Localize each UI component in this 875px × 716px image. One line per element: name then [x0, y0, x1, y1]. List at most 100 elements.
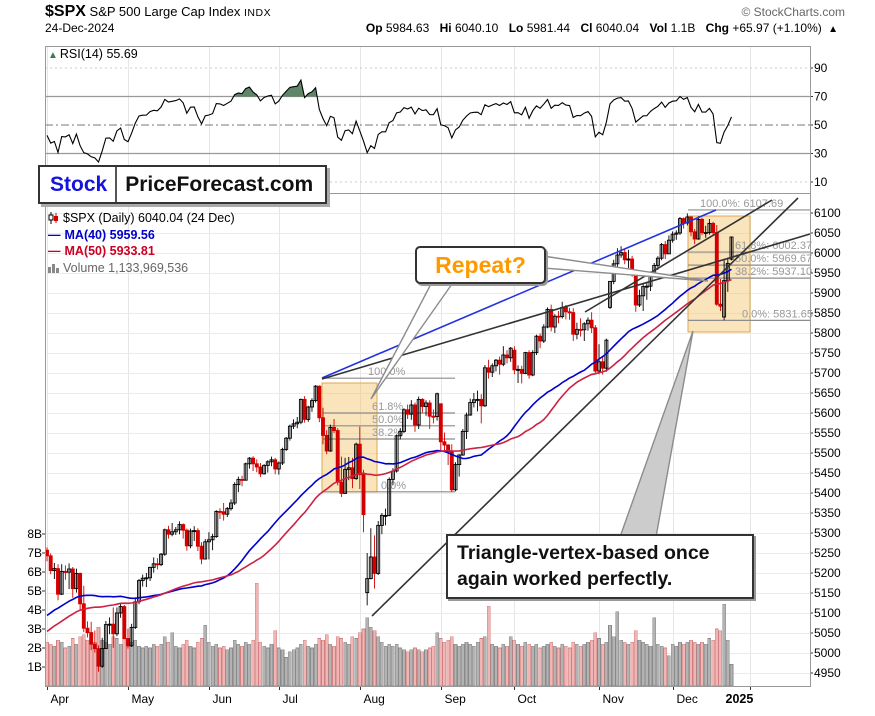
close-label: Cl — [580, 21, 593, 35]
legend-volume-text: Volume 1,133,969,536 — [63, 260, 189, 275]
svg-text:50.0%: 50.0% — [372, 414, 403, 426]
legend-ma50-text: MA(50) 5933.81 — [64, 244, 155, 258]
legend-ma40-text: MA(40) 5959.56 — [64, 227, 155, 242]
svg-text:5200: 5200 — [814, 566, 841, 580]
svg-text:61.8%: 61.8% — [372, 401, 403, 413]
ma40-line-swatch: — — [48, 227, 61, 242]
svg-text:70: 70 — [814, 90, 828, 104]
svg-text:Aug: Aug — [364, 692, 385, 706]
price-legend: $SPX (Daily) 6040.04 (24 Dec) — MA(40) 5… — [48, 210, 235, 276]
svg-text:5450: 5450 — [814, 466, 841, 480]
close-value: 6040.04 — [595, 21, 640, 35]
callout-pointers — [370, 255, 709, 538]
axis-labels: 6100 6050 6000 5950 5900 5850 5800 5750 5700 5650… — [27, 61, 841, 680]
legend-ma40-row: — MA(40) 5959.56 — [48, 227, 235, 244]
ohlc-quote-strip: Op 5984.63 Hi 6040.10 Lo 5981.44 Cl 6040… — [359, 21, 838, 35]
rsi-line — [46, 78, 733, 164]
rsi-area-icon: ▲ — [48, 50, 58, 61]
svg-text:4B: 4B — [27, 603, 42, 617]
logo-part-priceforecast: PriceForecast.com — [125, 173, 314, 196]
svg-text:8B: 8B — [27, 527, 42, 541]
svg-text:1B: 1B — [27, 660, 42, 674]
chart-title: $SPX S&P 500 Large Cap Index INDX — [45, 3, 271, 21]
stockpriceforecast-logo: Stock PriceForecast.com — [38, 165, 328, 204]
svg-text:Dec: Dec — [677, 692, 698, 706]
svg-text:5950: 5950 — [814, 266, 841, 280]
svg-text:Oct: Oct — [518, 692, 537, 706]
svg-text:5250: 5250 — [814, 546, 841, 560]
low-label: Lo — [508, 21, 524, 35]
svg-text:50.0%: 5969.67: 50.0%: 5969.67 — [735, 253, 812, 265]
open-label: Op — [365, 21, 383, 35]
volume-label: Vol — [649, 21, 668, 35]
svg-text:10: 10 — [814, 175, 828, 189]
triangle-vertex-annotation: Triangle-vertex-based once again worked … — [446, 534, 754, 599]
svg-text:5400: 5400 — [814, 486, 841, 500]
svg-text:6B: 6B — [27, 565, 42, 579]
exchange-label: INDX — [244, 7, 272, 19]
svg-text:Sep: Sep — [445, 692, 467, 706]
svg-text:Jun: Jun — [213, 692, 232, 706]
svg-text:5100: 5100 — [814, 606, 841, 620]
ma50-line — [46, 278, 732, 633]
svg-text:5650: 5650 — [814, 386, 841, 400]
svg-text:7B: 7B — [27, 546, 42, 560]
fib-retracements: 100.0%61.8%50.0%38.2%0.0%100.0%: 6107.69… — [323, 198, 813, 493]
volume-value: 1.1B — [670, 21, 696, 35]
volume-bars-icon — [48, 263, 59, 273]
triangle-annotation-line2: again worked perfectly. — [457, 568, 673, 591]
up-arrow-icon: ▲ — [828, 24, 838, 35]
repeat-annotation: Repeat? — [415, 246, 546, 284]
svg-text:5750: 5750 — [814, 346, 841, 360]
index-name: S&P 500 Large Cap Index — [89, 4, 241, 19]
svg-text:Nov: Nov — [603, 692, 624, 706]
svg-text:2025: 2025 — [726, 692, 754, 706]
svg-text:5850: 5850 — [814, 306, 841, 320]
svg-text:5600: 5600 — [814, 406, 841, 420]
svg-text:38.2%: 5937.10: 38.2%: 5937.10 — [735, 266, 812, 278]
svg-text:100.0%: 6107.69: 100.0%: 6107.69 — [700, 198, 783, 210]
svg-text:5800: 5800 — [814, 326, 841, 340]
svg-text:5700: 5700 — [814, 366, 841, 380]
candles — [45, 213, 734, 672]
svg-text:5900: 5900 — [814, 286, 841, 300]
logo-part-stock: Stock — [40, 167, 118, 202]
high-label: Hi — [439, 21, 452, 35]
panel-borders — [45, 46, 811, 687]
svg-text:30: 30 — [814, 147, 828, 161]
rsi-legend-text: RSI(14) 55.69 — [59, 47, 138, 61]
candlestick-icon — [48, 212, 58, 225]
quote-date: 24-Dec-2024 — [45, 21, 115, 35]
svg-text:5500: 5500 — [814, 446, 841, 460]
trendlines — [321, 197, 811, 617]
change-label: Chg — [705, 21, 729, 35]
high-value: 6040.10 — [454, 21, 499, 35]
open-value: 5984.63 — [385, 21, 430, 35]
svg-text:2B: 2B — [27, 641, 42, 655]
svg-text:50: 50 — [814, 118, 828, 132]
rsi-overbought-fill — [233, 80, 318, 97]
svg-text:Jul: Jul — [283, 692, 298, 706]
copyright-notice: © StockCharts.com — [741, 5, 845, 19]
svg-text:90: 90 — [814, 61, 828, 75]
svg-text:61.8%: 6002.37: 61.8%: 6002.37 — [735, 240, 812, 252]
svg-text:6100: 6100 — [814, 206, 841, 220]
svg-text:5550: 5550 — [814, 426, 841, 440]
svg-text:5300: 5300 — [814, 526, 841, 540]
legend-symbol-text: $SPX (Daily) 6040.04 (24 Dec) — [63, 211, 235, 225]
svg-text:5150: 5150 — [814, 586, 841, 600]
rsi-legend: ▲ RSI(14) 55.69 — [48, 47, 138, 61]
svg-text:6000: 6000 — [814, 246, 841, 260]
rsi-grid — [45, 67, 810, 183]
legend-symbol-row: $SPX (Daily) 6040.04 (24 Dec) — [48, 210, 235, 227]
legend-ma50-row: — MA(50) 5933.81 — [48, 243, 235, 260]
svg-text:5000: 5000 — [814, 646, 841, 660]
svg-text:6050: 6050 — [814, 226, 841, 240]
svg-text:5350: 5350 — [814, 506, 841, 520]
change-value: +65.97 (+1.10%) — [732, 21, 822, 35]
svg-text:5B: 5B — [27, 584, 42, 598]
svg-text:0.0%: 0.0% — [381, 480, 406, 492]
triangle-annotation-line1: Triangle-vertex-based once — [457, 542, 710, 564]
low-value: 5981.44 — [526, 21, 571, 35]
